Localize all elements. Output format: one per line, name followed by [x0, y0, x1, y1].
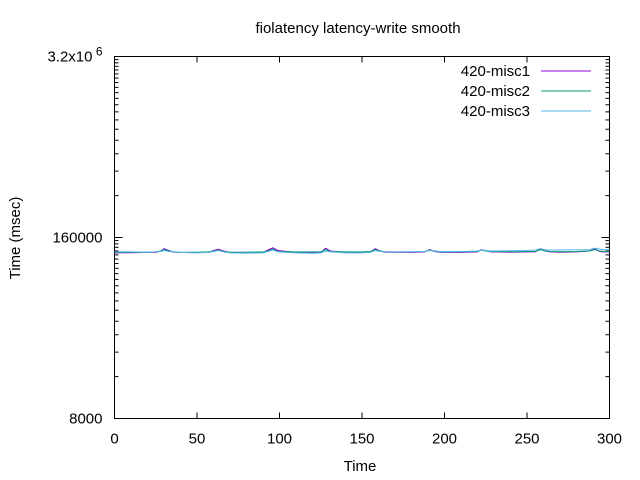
chart-title: fiolatency latency-write smooth [255, 20, 460, 37]
x-axis-label: Time [344, 458, 377, 475]
series-lines [114, 247, 610, 254]
y-tick-label: 3.2x10 [47, 49, 92, 66]
y-tick-label: 8000 [69, 411, 102, 428]
y-tick-label: 160000 [52, 230, 102, 247]
y-axis-label: Time (msec) [7, 197, 24, 280]
x-tick-label: 300 [597, 431, 622, 448]
x-tick-label: 200 [432, 431, 457, 448]
x-tick-label: 100 [267, 431, 292, 448]
legend-label: 420-misc3 [461, 103, 530, 120]
x-tick-label: 150 [349, 431, 374, 448]
x-axis-ticks: 0 50 100 150 200 250 300 [110, 56, 622, 448]
y-tick-label-exponent: 6 [96, 45, 103, 59]
x-tick-label: 50 [189, 431, 206, 448]
legend-label: 420-misc2 [461, 83, 530, 100]
legend: 420-misc1 420-misc2 420-misc3 [461, 63, 591, 120]
series-line-3 [114, 247, 610, 254]
y-axis-minor-ticks [114, 59, 610, 378]
plot-frame [114, 56, 610, 419]
x-tick-label: 0 [110, 431, 118, 448]
legend-label: 420-misc1 [461, 63, 530, 80]
series-line-2 [114, 248, 610, 253]
x-tick-label: 250 [514, 431, 539, 448]
y-axis-ticks: 8000 160000 3.2x10 6 [47, 45, 610, 428]
